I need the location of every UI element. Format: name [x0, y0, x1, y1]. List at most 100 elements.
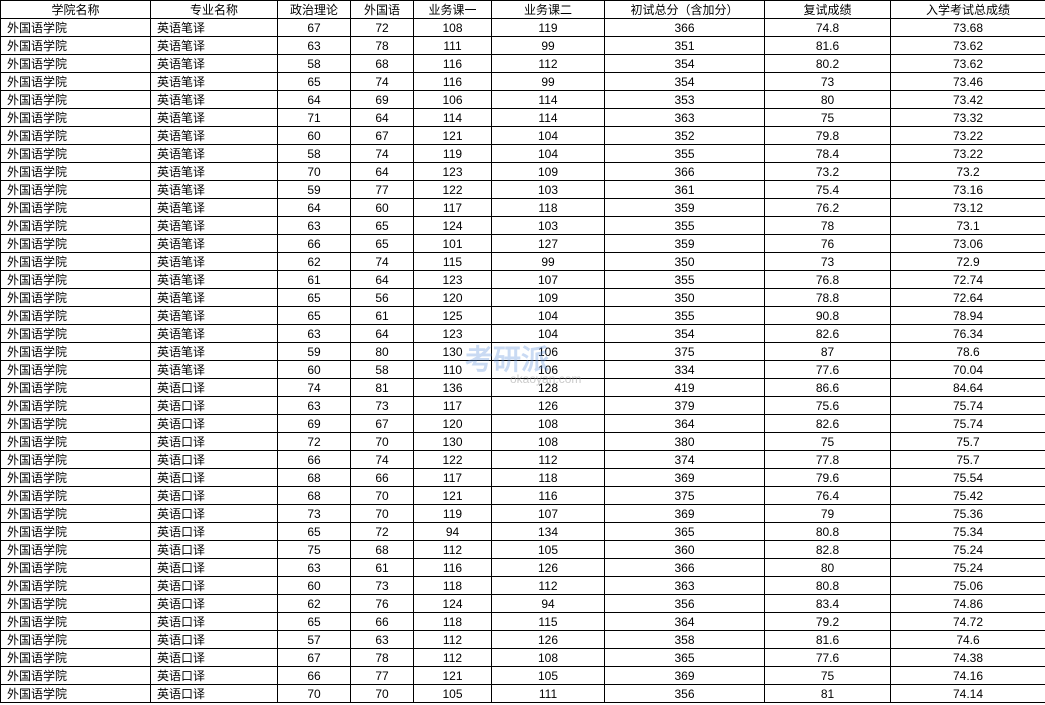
- table-cell: 外国语学院: [1, 271, 151, 289]
- table-cell: 英语口译: [151, 559, 278, 577]
- table-cell: 369: [605, 667, 765, 685]
- table-cell: 74.8: [765, 19, 891, 37]
- table-cell: 117: [414, 397, 492, 415]
- table-cell: 英语口译: [151, 415, 278, 433]
- table-cell: 355: [605, 271, 765, 289]
- table-cell: 105: [492, 541, 605, 559]
- table-cell: 78: [765, 217, 891, 235]
- table-cell: 英语口译: [151, 595, 278, 613]
- table-cell: 65: [278, 73, 351, 91]
- table-cell: 74: [351, 451, 414, 469]
- table-cell: 87: [765, 343, 891, 361]
- table-row: 外国语学院英语口译72701301083807575.7: [1, 433, 1045, 451]
- table-cell: 70: [278, 685, 351, 703]
- table-cell: 66: [278, 235, 351, 253]
- table-cell: 118: [492, 469, 605, 487]
- table-cell: 356: [605, 595, 765, 613]
- table-cell: 57: [278, 631, 351, 649]
- table-cell: 355: [605, 145, 765, 163]
- table-cell: 75: [278, 541, 351, 559]
- table-row: 外国语学院英语口译66771211053697574.16: [1, 667, 1045, 685]
- table-cell: 103: [492, 181, 605, 199]
- table-cell: 63: [278, 559, 351, 577]
- table-cell: 112: [414, 631, 492, 649]
- table-cell: 361: [605, 181, 765, 199]
- table-cell: 354: [605, 325, 765, 343]
- table-cell: 69: [351, 91, 414, 109]
- table-cell: 107: [492, 505, 605, 523]
- table-cell: 74.16: [891, 667, 1045, 685]
- table-cell: 外国语学院: [1, 181, 151, 199]
- table-cell: 360: [605, 541, 765, 559]
- table-cell: 63: [278, 397, 351, 415]
- table-cell: 外国语学院: [1, 667, 151, 685]
- table-cell: 英语口译: [151, 397, 278, 415]
- table-row: 外国语学院英语口译70701051113568174.14: [1, 685, 1045, 703]
- table-cell: 英语口译: [151, 649, 278, 667]
- table-cell: 72.64: [891, 289, 1045, 307]
- table-cell: 122: [414, 451, 492, 469]
- table-cell: 英语笔译: [151, 199, 278, 217]
- table-cell: 74.86: [891, 595, 1045, 613]
- table-cell: 66: [351, 469, 414, 487]
- table-cell: 73.22: [891, 145, 1045, 163]
- table-cell: 60: [278, 577, 351, 595]
- table-cell: 74.72: [891, 613, 1045, 631]
- table-cell: 112: [414, 649, 492, 667]
- table-cell: 67: [278, 649, 351, 667]
- table-cell: 73.42: [891, 91, 1045, 109]
- table-row: 外国语学院英语笔译606712110435279.873.22: [1, 127, 1045, 145]
- table-cell: 351: [605, 37, 765, 55]
- table-cell: 英语笔译: [151, 73, 278, 91]
- table-cell: 127: [492, 235, 605, 253]
- table-cell: 76.34: [891, 325, 1045, 343]
- table-row: 外国语学院英语口译748113612841986.684.64: [1, 379, 1045, 397]
- table-cell: 75.36: [891, 505, 1045, 523]
- table-cell: 62: [278, 595, 351, 613]
- table-cell: 外国语学院: [1, 253, 151, 271]
- table-cell: 134: [492, 523, 605, 541]
- table-cell: 75: [765, 433, 891, 451]
- table-cell: 外国语学院: [1, 649, 151, 667]
- table-cell: 63: [278, 217, 351, 235]
- table-cell: 英语笔译: [151, 127, 278, 145]
- table-cell: 65: [278, 613, 351, 631]
- table-cell: 73.46: [891, 73, 1045, 91]
- table-cell: 73.32: [891, 109, 1045, 127]
- table-cell: 363: [605, 109, 765, 127]
- table-cell: 365: [605, 649, 765, 667]
- table-cell: 114: [414, 109, 492, 127]
- table-cell: 106: [492, 343, 605, 361]
- table-cell: 76: [351, 595, 414, 613]
- table-cell: 英语笔译: [151, 109, 278, 127]
- table-row: 外国语学院英语笔译64691061143538073.42: [1, 91, 1045, 109]
- table-cell: 英语口译: [151, 523, 278, 541]
- table-cell: 59: [278, 181, 351, 199]
- table-cell: 英语笔译: [151, 343, 278, 361]
- table-cell: 70: [278, 163, 351, 181]
- table-cell: 63: [278, 325, 351, 343]
- table-cell: 94: [492, 595, 605, 613]
- table-cell: 73: [765, 253, 891, 271]
- table-cell: 365: [605, 523, 765, 541]
- table-cell: 112: [414, 541, 492, 559]
- table-cell: 106: [414, 91, 492, 109]
- table-cell: 65: [278, 523, 351, 541]
- table-cell: 99: [492, 73, 605, 91]
- table-cell: 80.8: [765, 523, 891, 541]
- table-cell: 外国语学院: [1, 163, 151, 181]
- table-cell: 61: [278, 271, 351, 289]
- table-cell: 英语口译: [151, 577, 278, 595]
- table-row: 外国语学院英语口译667412211237477.875.7: [1, 451, 1045, 469]
- table-row: 外国语学院英语笔译655612010935078.872.64: [1, 289, 1045, 307]
- col-politics: 政治理论: [278, 1, 351, 19]
- col-foreign-lang: 外国语: [351, 1, 414, 19]
- table-cell: 108: [492, 415, 605, 433]
- table-cell: 123: [414, 271, 492, 289]
- table-cell: 65: [278, 289, 351, 307]
- table-cell: 英语笔译: [151, 145, 278, 163]
- table-cell: 74: [351, 73, 414, 91]
- table-cell: 英语笔译: [151, 217, 278, 235]
- table-cell: 369: [605, 469, 765, 487]
- table-cell: 外国语学院: [1, 469, 151, 487]
